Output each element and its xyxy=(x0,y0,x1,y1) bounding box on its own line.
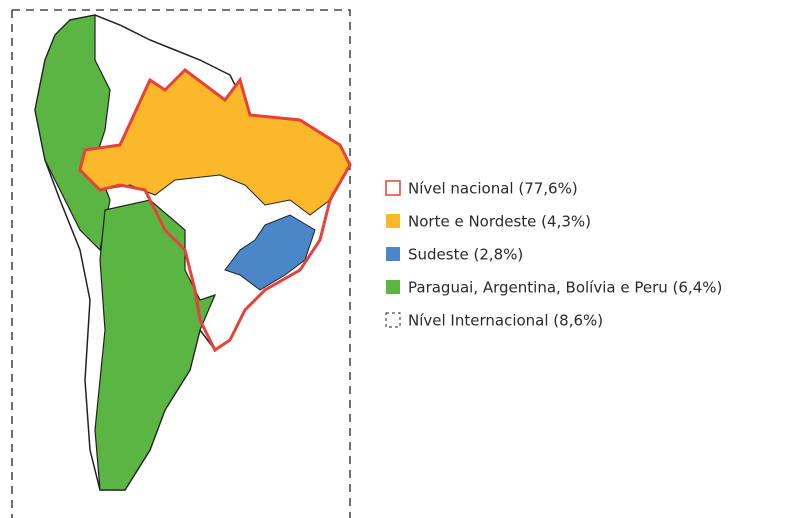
legend: Nível nacional (77,6%) Norte e Nordeste … xyxy=(385,180,722,330)
brazil-outline xyxy=(78,68,352,353)
legend-swatch xyxy=(385,180,401,196)
legend-swatch xyxy=(386,247,400,261)
legend-swatch xyxy=(386,280,400,294)
legend-swatch xyxy=(386,214,400,228)
legend-label: Paraguai, Argentina, Bolívia e Peru (6,4… xyxy=(408,279,722,297)
legend-swatch xyxy=(385,312,401,328)
legend-label: Nível Internacional (8,6%) xyxy=(408,312,603,330)
international-boundary xyxy=(11,9,351,518)
legend-label: Nível nacional (77,6%) xyxy=(408,180,578,198)
legend-label: Sudeste (2,8%) xyxy=(408,246,523,264)
peru-region xyxy=(34,14,111,252)
southeast-region xyxy=(224,214,316,291)
legend-label: Norte e Nordeste (4,3%) xyxy=(408,213,591,231)
map xyxy=(11,9,352,518)
